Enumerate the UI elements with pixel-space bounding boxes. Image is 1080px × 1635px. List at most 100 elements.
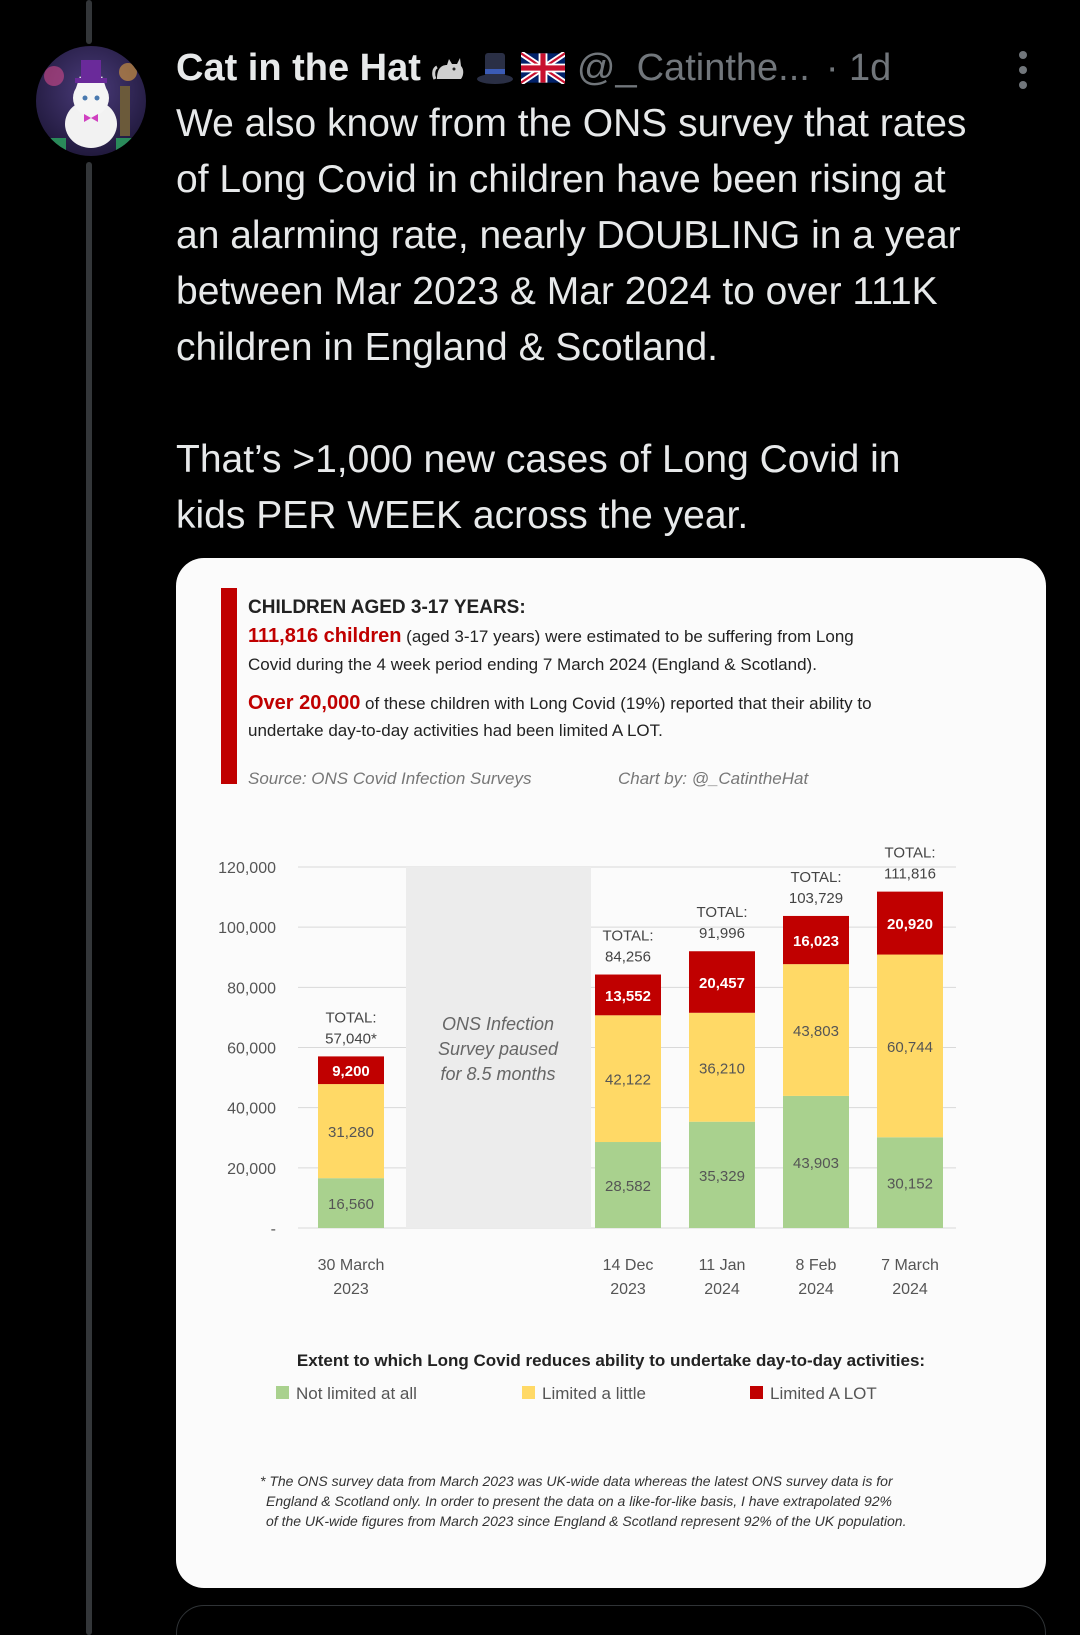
avatar[interactable] <box>36 46 146 156</box>
footnote-line: England & Scotland only. In order to pre… <box>266 1493 892 1509</box>
bar-segment <box>877 1137 943 1228</box>
summary-line-4: undertake day-to-day activities had been… <box>248 721 663 740</box>
bar-segment <box>877 891 943 955</box>
bar-segment <box>783 1095 849 1228</box>
legend-swatch <box>750 1386 763 1399</box>
legend-entry: Limited A LOT <box>770 1384 877 1403</box>
data-label: 36,210 <box>699 1060 745 1077</box>
data-label: 60,744 <box>887 1039 933 1056</box>
summary-line-1: 111,816 children (aged 3-17 years) were … <box>248 625 854 647</box>
legend-entry: Not limited at all <box>296 1384 417 1403</box>
top-hat-emoji-icon <box>476 53 513 84</box>
data-label: 16,560 <box>328 1196 374 1213</box>
bar-segment <box>318 1056 384 1085</box>
y-tick-label: 80,000 <box>227 980 276 997</box>
x-tick-label: 2024 <box>892 1281 928 1298</box>
footnote-line: of the UK-wide figures from March 2023 s… <box>266 1513 906 1529</box>
accent-bar <box>221 588 237 784</box>
total-value: 84,256 <box>605 949 651 966</box>
highlight-children: 111,816 children <box>248 625 401 647</box>
total-label: TOTAL: <box>884 845 935 862</box>
handle[interactable]: @_Catinthe... <box>576 46 810 89</box>
x-tick-label: 7 March <box>881 1257 939 1274</box>
more-options-icon[interactable] <box>1010 48 1036 92</box>
x-tick-label: 2024 <box>704 1281 740 1298</box>
legend-swatch <box>522 1386 535 1399</box>
source-note: Source: ONS Covid Infection Surveys <box>248 769 532 788</box>
paused-note-line: ONS Infection <box>442 1014 554 1034</box>
bar-segment <box>783 964 849 1096</box>
bar-segment <box>595 1142 661 1228</box>
bar-segment <box>689 951 755 1013</box>
next-post-preview <box>176 1605 1046 1635</box>
x-tick-label: 2024 <box>798 1281 834 1298</box>
footnote-line: * The ONS survey data from March 2023 wa… <box>260 1473 894 1489</box>
uk-flag-emoji-icon <box>520 52 565 84</box>
total-value: 57,040* <box>325 1030 377 1047</box>
x-tick-label: 2023 <box>333 1281 369 1298</box>
summary-line-3-rest: of these children with Long Covid (19%) … <box>360 694 871 713</box>
bar-segment <box>783 915 849 965</box>
infographic-heading: CHILDREN AGED 3-17 YEARS: <box>248 597 526 618</box>
summary-line-1-rest: (aged 3-17 years) were estimated to be s… <box>401 627 853 646</box>
data-label: 30,152 <box>887 1176 933 1193</box>
total-label: TOTAL: <box>696 904 747 921</box>
post-text: We also know from the ONS survey that ra… <box>176 96 1056 544</box>
y-tick-label: 100,000 <box>218 920 276 937</box>
bar-segment <box>595 1015 661 1143</box>
data-label: 43,903 <box>793 1155 839 1172</box>
total-value: 103,729 <box>789 890 843 907</box>
legend-swatch <box>276 1386 289 1399</box>
text-line: kids PER WEEK across the year. <box>176 494 749 537</box>
text-line: between Mar 2023 & Mar 2024 to over 111K <box>176 270 938 313</box>
y-tick-label: - <box>271 1221 276 1238</box>
y-tick-label: 120,000 <box>218 860 276 877</box>
total-label: TOTAL: <box>325 1009 376 1026</box>
total-label: TOTAL: <box>602 928 653 945</box>
media-card[interactable]: CHILDREN AGED 3-17 YEARS: 111,816 childr… <box>176 558 1046 1588</box>
data-label: 42,122 <box>605 1072 651 1089</box>
post-time[interactable]: · 1d <box>825 46 892 89</box>
data-label: 35,329 <box>699 1168 745 1185</box>
bar-segment <box>318 1178 384 1228</box>
legend-title: Extent to which Long Covid reduces abili… <box>297 1351 925 1370</box>
data-label: 31,280 <box>328 1124 374 1141</box>
data-label: 20,457 <box>699 975 745 992</box>
total-label: TOTAL: <box>790 869 841 886</box>
data-label: 13,552 <box>605 988 651 1005</box>
x-tick-label: 8 Feb <box>796 1257 837 1274</box>
text-line: That’s >1,000 new cases of Long Covid in <box>176 438 901 481</box>
bar-segment <box>595 974 661 1016</box>
y-tick-label: 60,000 <box>227 1041 276 1058</box>
bar-segment <box>877 954 943 1138</box>
data-label: 43,803 <box>793 1023 839 1040</box>
bar-segment <box>689 1121 755 1228</box>
thread-line-top <box>86 0 92 44</box>
data-label: 28,582 <box>605 1178 651 1195</box>
summary-line-2: Covid during the 4 week period ending 7 … <box>248 655 817 674</box>
total-value: 111,816 <box>884 866 936 883</box>
chart-credit: Chart by: @_CatintheHat <box>618 769 809 788</box>
data-label: 9,200 <box>332 1063 370 1080</box>
text-line: We also know from the ONS survey that ra… <box>176 102 967 145</box>
display-name[interactable]: Cat in the Hat <box>176 46 421 89</box>
total-value: 91,996 <box>699 925 745 942</box>
x-tick-label: 14 Dec <box>603 1257 654 1274</box>
bar-segment <box>318 1084 384 1179</box>
summary-line-3: Over 20,000 of these children with Long … <box>248 692 872 714</box>
data-label: 16,023 <box>793 933 839 950</box>
data-label: 20,920 <box>887 916 933 933</box>
bar-segment <box>689 1012 755 1122</box>
x-tick-label: 2023 <box>610 1281 646 1298</box>
text-line: an alarming rate, nearly DOUBLING in a y… <box>176 214 961 257</box>
legend-entry: Limited a little <box>542 1384 646 1403</box>
x-tick-label: 11 Jan <box>699 1257 746 1274</box>
highlight-over-20000: Over 20,000 <box>248 692 360 714</box>
survey-paused-band <box>406 867 591 1228</box>
thread-line <box>86 162 92 1635</box>
paused-note-line: for 8.5 months <box>440 1064 555 1084</box>
post-header: Cat in the Hat @_Catinthe... · 1d <box>176 44 891 92</box>
y-tick-label: 20,000 <box>227 1161 276 1178</box>
paused-note-line: Survey paused <box>438 1039 559 1059</box>
x-tick-label: 30 March <box>318 1257 385 1274</box>
